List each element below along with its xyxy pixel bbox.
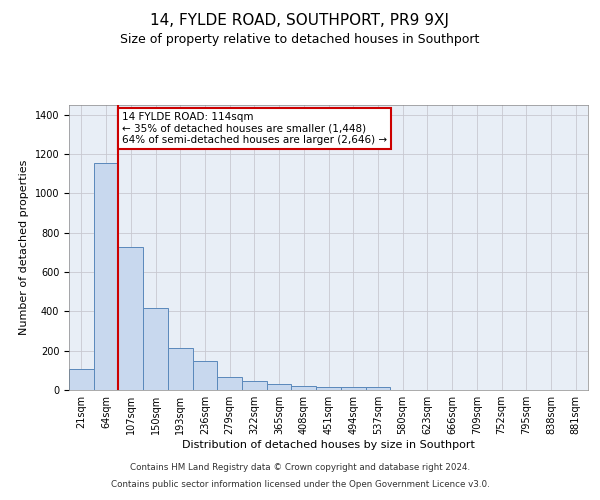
Bar [118,246,143,390]
Bar [292,386,316,390]
Bar [316,387,341,390]
Bar [143,308,168,390]
Bar [242,380,267,390]
Bar [267,384,292,390]
Text: Size of property relative to detached houses in Southport: Size of property relative to detached ho… [121,32,479,46]
Bar [341,387,365,390]
Text: 14 FYLDE ROAD: 114sqm
← 35% of detached houses are smaller (1,448)
64% of semi-d: 14 FYLDE ROAD: 114sqm ← 35% of detached … [122,112,387,145]
Y-axis label: Number of detached properties: Number of detached properties [19,160,29,335]
Bar [193,361,217,390]
Text: Contains public sector information licensed under the Open Government Licence v3: Contains public sector information licen… [110,480,490,489]
Text: 14, FYLDE ROAD, SOUTHPORT, PR9 9XJ: 14, FYLDE ROAD, SOUTHPORT, PR9 9XJ [151,12,449,28]
Text: Contains HM Land Registry data © Crown copyright and database right 2024.: Contains HM Land Registry data © Crown c… [130,464,470,472]
Bar [168,348,193,390]
Bar [365,387,390,390]
Bar [69,370,94,390]
Bar [217,376,242,390]
Bar [94,163,118,390]
X-axis label: Distribution of detached houses by size in Southport: Distribution of detached houses by size … [182,440,475,450]
